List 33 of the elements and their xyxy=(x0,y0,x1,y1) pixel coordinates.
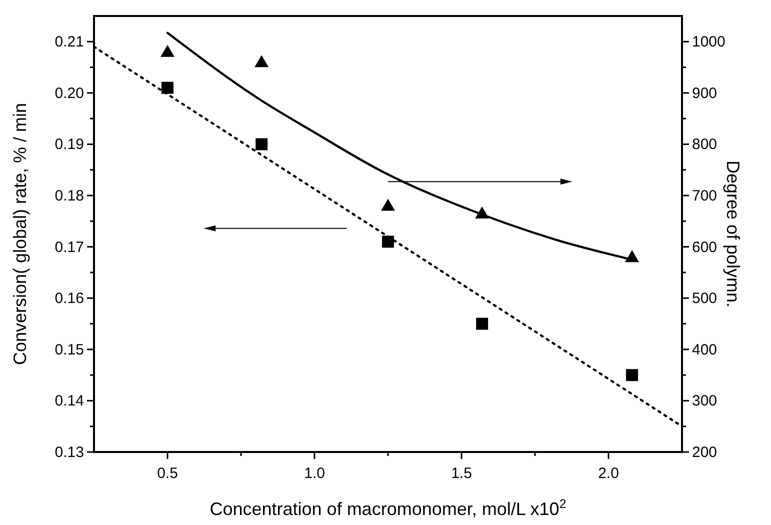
x-tick-label: 1.0 xyxy=(304,465,325,482)
point xyxy=(256,138,268,150)
point xyxy=(626,369,638,382)
y-tick-label: 0.13 xyxy=(54,444,84,461)
y2-tick-label: 300 xyxy=(692,392,718,410)
y-tick-label: 0.18 xyxy=(54,188,84,205)
y2-tick-label: 800 xyxy=(692,136,718,154)
point xyxy=(382,236,394,248)
y2-tick-label: 600 xyxy=(692,238,718,256)
y2-axis-title: Degree of polymn. xyxy=(723,160,743,308)
point xyxy=(160,44,174,57)
x-tick-label: 1.5 xyxy=(451,465,472,482)
y-tick-label: 0.19 xyxy=(54,136,84,154)
y2-tick-label: 500 xyxy=(692,290,718,308)
y2-tick-label: 200 xyxy=(692,444,718,461)
y-tick-label: 0.21 xyxy=(54,34,84,51)
point xyxy=(162,82,174,94)
y-axis-title: Conversion( global) rate, % / min xyxy=(10,102,30,366)
y-tick-label: 0.20 xyxy=(54,84,84,102)
point xyxy=(254,55,269,68)
y2-tick-label: 700 xyxy=(692,188,718,205)
y-tick-label: 0.15 xyxy=(54,341,84,358)
point xyxy=(476,318,488,330)
y2-tick-label: 1000 xyxy=(692,34,726,51)
x-axis-title: Concentration of macromonomer, mol/L x10$^{2}$ xyxy=(210,497,566,519)
x-tick-label: 2.0 xyxy=(598,465,619,482)
y-tick-label: 0.16 xyxy=(54,290,84,308)
y-tick-label: 0.17 xyxy=(54,238,84,256)
y-tick-label: 0.14 xyxy=(54,392,84,410)
x-tick-label: 0.5 xyxy=(157,465,178,482)
y2-tick-label: 400 xyxy=(692,341,718,358)
point xyxy=(381,198,395,211)
y2-tick-label: 900 xyxy=(692,84,718,102)
